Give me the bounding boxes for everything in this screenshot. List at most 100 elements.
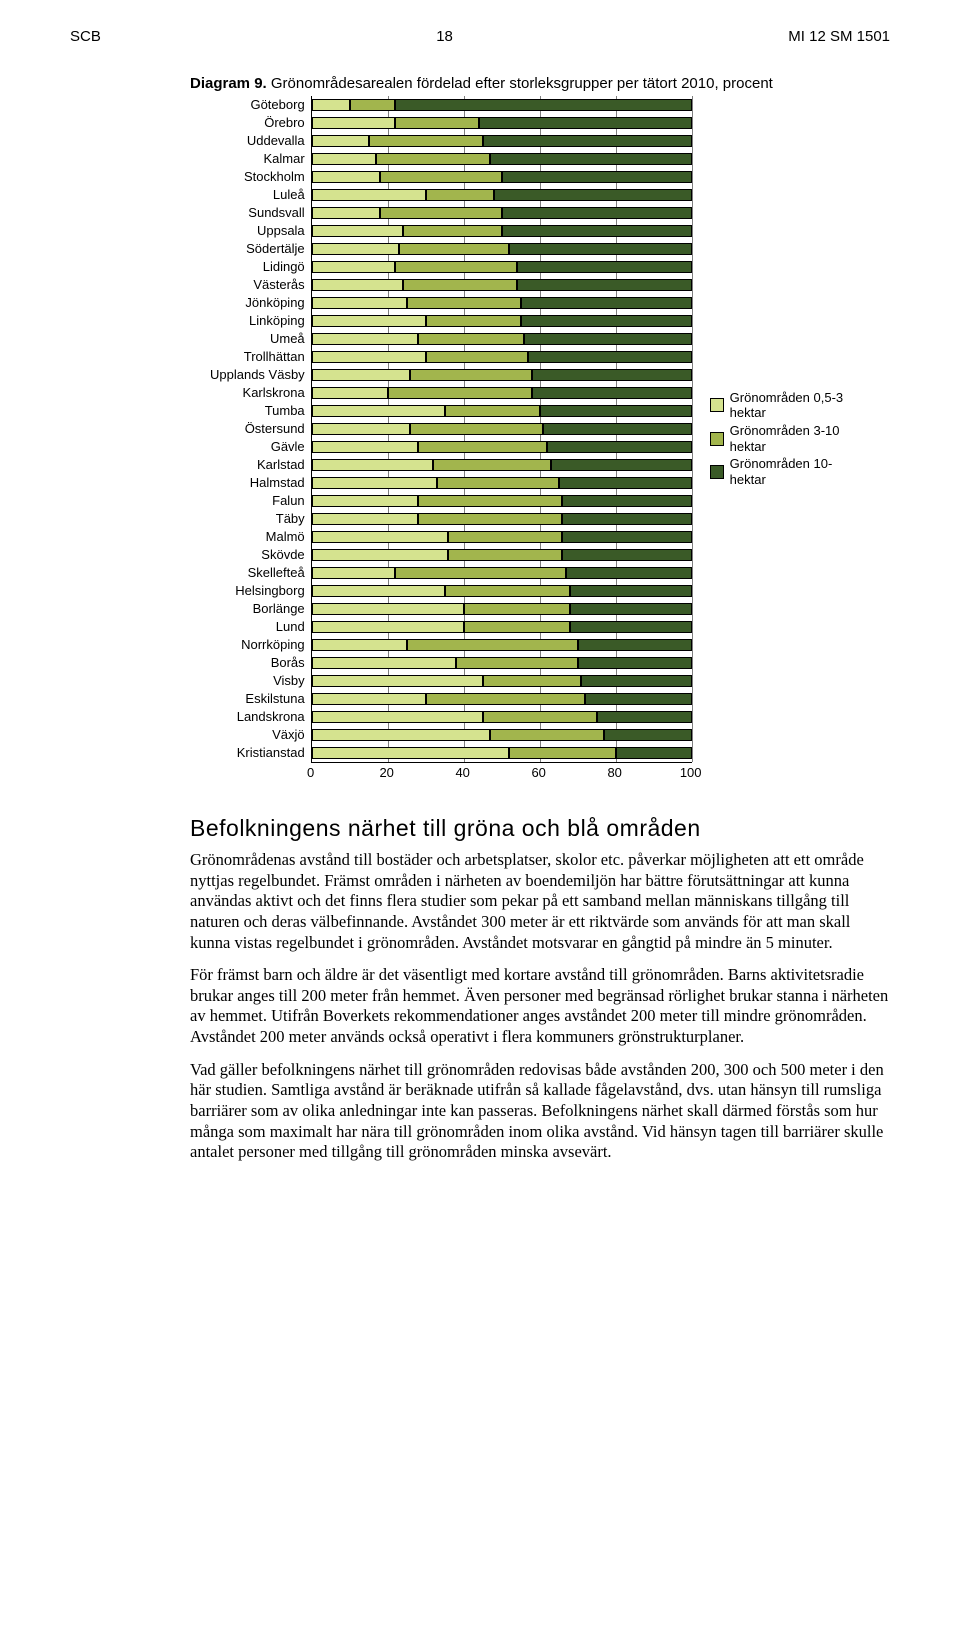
bar-segment <box>312 459 434 471</box>
bar-segment <box>509 747 615 759</box>
y-category-label: Östersund <box>210 420 305 438</box>
x-tick-label: 60 <box>531 765 545 780</box>
bar-segment <box>380 171 502 183</box>
bar-row <box>312 528 692 546</box>
bar-row <box>312 708 692 726</box>
x-tick-label: 20 <box>379 765 393 780</box>
y-category-label: Karlskrona <box>210 384 305 402</box>
bar-row <box>312 366 692 384</box>
bar-segment <box>369 135 483 147</box>
bar-segment <box>532 387 692 399</box>
bar-stack <box>312 243 692 255</box>
bar-segment <box>551 459 692 471</box>
bar-segment <box>312 693 426 705</box>
bar-segment <box>456 657 578 669</box>
x-axis-ticks: 020406080100 <box>311 763 691 783</box>
diagram-title: Diagram 9. Grönområdesarealen fördelad e… <box>190 75 890 92</box>
bar-segment <box>312 225 403 237</box>
bar-segment <box>312 171 380 183</box>
bar-segment <box>312 711 483 723</box>
bar-segment <box>445 405 540 417</box>
y-category-label: Falun <box>210 492 305 510</box>
bar-row <box>312 312 692 330</box>
bar-segment <box>562 531 691 543</box>
bar-segment <box>540 405 692 417</box>
bar-stack <box>312 153 692 165</box>
legend: Grönområden 0,5-3 hektarGrönområden 3-10… <box>710 390 870 490</box>
y-category-label: Landskrona <box>210 708 305 726</box>
bar-segment <box>502 171 692 183</box>
bar-segment <box>312 261 396 273</box>
section-heading: Befolkningens närhet till gröna och blå … <box>190 815 890 842</box>
bar-row <box>312 330 692 348</box>
bar-segment <box>490 729 604 741</box>
bar-segment <box>312 567 396 579</box>
bar-segment <box>312 351 426 363</box>
bar-segment <box>407 639 578 651</box>
bar-segment <box>403 225 502 237</box>
bar-segment <box>570 585 692 597</box>
bar-stack <box>312 513 692 525</box>
bar-segment <box>494 189 692 201</box>
x-tick-label: 40 <box>455 765 469 780</box>
bar-segment <box>312 423 411 435</box>
bar-stack <box>312 207 692 219</box>
bar-segment <box>312 243 399 255</box>
bar-segment <box>418 513 562 525</box>
y-category-label: Borlänge <box>210 600 305 618</box>
bar-stack <box>312 585 692 597</box>
bar-segment <box>426 189 494 201</box>
bar-stack <box>312 693 692 705</box>
bar-stack <box>312 603 692 615</box>
bar-stack <box>312 639 692 651</box>
bar-stack <box>312 441 692 453</box>
bar-row <box>312 600 692 618</box>
bar-segment <box>547 441 691 453</box>
bar-stack <box>312 423 692 435</box>
y-category-label: Lund <box>210 618 305 636</box>
bar-segment <box>312 369 411 381</box>
bar-stack <box>312 621 692 633</box>
y-category-label: Sundsvall <box>210 204 305 222</box>
bar-row <box>312 510 692 528</box>
y-category-label: Linköping <box>210 312 305 330</box>
bar-stack <box>312 747 692 759</box>
page-header: SCB 18 MI 12 SM 1501 <box>70 28 890 45</box>
bar-segment <box>528 351 691 363</box>
y-category-label: Kristianstad <box>210 744 305 762</box>
bar-segment <box>517 279 692 291</box>
legend-label: Grönområden 10- hektar <box>730 456 870 487</box>
y-category-label: Karlstad <box>210 456 305 474</box>
bar-segment <box>312 99 350 111</box>
y-category-label: Skellefteå <box>210 564 305 582</box>
y-category-label: Borås <box>210 654 305 672</box>
bar-segment <box>403 279 517 291</box>
bar-segment <box>521 297 692 309</box>
y-category-label: Eskilstuna <box>210 690 305 708</box>
bar-segment <box>418 441 547 453</box>
bar-row <box>312 744 692 762</box>
x-tick-label: 100 <box>680 765 702 780</box>
paragraph-2: För främst barn och äldre är det väsentl… <box>190 965 890 1048</box>
bar-stack <box>312 171 692 183</box>
y-category-label: Umeå <box>210 330 305 348</box>
bar-segment <box>312 297 407 309</box>
bar-segment <box>604 729 691 741</box>
bar-segment <box>570 603 692 615</box>
bar-segment <box>521 315 692 327</box>
y-category-label: Göteborg <box>210 96 305 114</box>
gridline <box>692 96 693 762</box>
y-category-label: Norrköping <box>210 636 305 654</box>
bar-row <box>312 582 692 600</box>
bar-segment <box>312 549 449 561</box>
bar-segment <box>312 207 380 219</box>
header-center: 18 <box>436 28 453 45</box>
bar-segment <box>312 585 445 597</box>
bar-segment <box>312 621 464 633</box>
bar-stack <box>312 567 692 579</box>
bar-stack <box>312 261 692 273</box>
bar-stack <box>312 225 692 237</box>
bar-row <box>312 114 692 132</box>
legend-swatch <box>710 432 724 446</box>
legend-label: Grönområden 3-10 hektar <box>730 423 870 454</box>
